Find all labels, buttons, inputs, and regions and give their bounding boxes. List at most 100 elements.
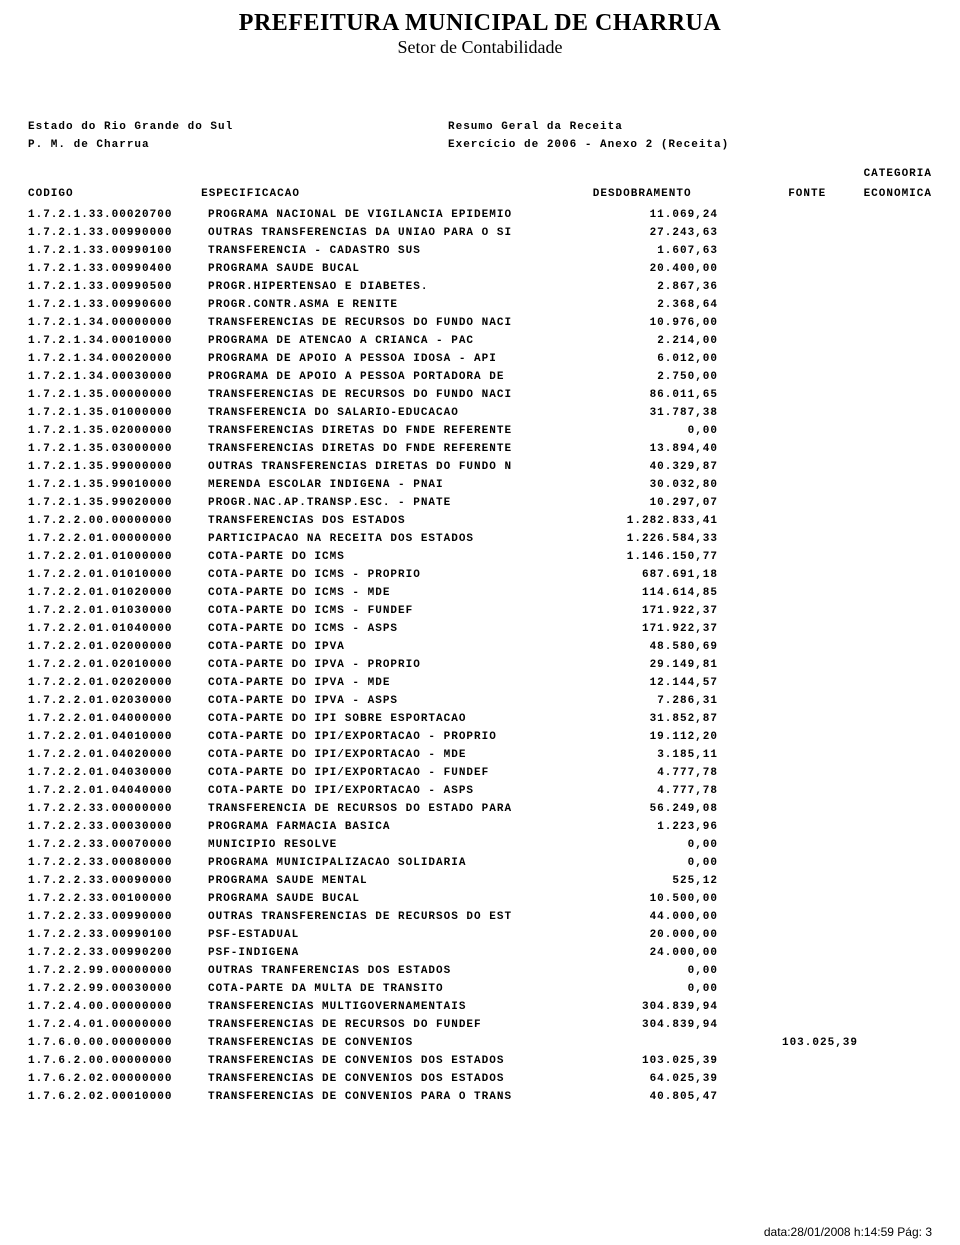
cell-fonte xyxy=(718,836,858,854)
cell-codigo: 1.7.2.1.34.00000000 xyxy=(28,314,208,332)
table-row: 1.7.6.2.02.00000000TRANSFERENCIAS DE CON… xyxy=(28,1070,932,1088)
meta-entity: P. M. de Charrua xyxy=(28,136,448,154)
cell-fonte xyxy=(718,314,858,332)
cell-desdobramento: 3.185,11 xyxy=(588,746,718,764)
cell-fonte xyxy=(718,998,858,1016)
data-rows: 1.7.2.1.33.00020700PROGRAMA NACIONAL DE … xyxy=(28,206,932,1106)
table-row: 1.7.2.1.35.00000000TRANSFERENCIAS DE REC… xyxy=(28,386,932,404)
cell-espec: TRANSFERENCIA DE RECURSOS DO ESTADO PARA xyxy=(208,800,588,818)
table-row: 1.7.2.1.33.00990600PROGR.CONTR.ASMA E RE… xyxy=(28,296,932,314)
table-row: 1.7.2.2.01.04020000COTA-PARTE DO IPI/EXP… xyxy=(28,746,932,764)
cell-desdobramento: 4.777,78 xyxy=(588,764,718,782)
cell-fonte xyxy=(718,872,858,890)
cell-espec: COTA-PARTE DO IPVA xyxy=(208,638,588,656)
cell-codigo: 1.7.2.1.34.00010000 xyxy=(28,332,208,350)
cell-fonte xyxy=(718,512,858,530)
cell-codigo: 1.7.2.2.01.04010000 xyxy=(28,728,208,746)
cell-fonte xyxy=(718,962,858,980)
cell-fonte xyxy=(718,674,858,692)
cell-codigo: 1.7.2.2.01.04040000 xyxy=(28,782,208,800)
cell-espec: TRANSFERENCIAS DIRETAS DO FNDE REFERENTE xyxy=(208,440,588,458)
header-title: PREFEITURA MUNICIPAL DE CHARRUA xyxy=(28,10,932,37)
cell-espec: PROGRAMA DE APOIO A PESSOA PORTADORA DE xyxy=(208,368,588,386)
cell-desdobramento: 29.149,81 xyxy=(588,656,718,674)
cell-desdobramento: 103.025,39 xyxy=(588,1052,718,1070)
table-row: 1.7.2.2.33.00000000TRANSFERENCIA DE RECU… xyxy=(28,800,932,818)
cell-codigo: 1.7.2.1.33.00990500 xyxy=(28,278,208,296)
cell-fonte xyxy=(718,458,858,476)
cell-espec: OUTRAS TRANFERENCIAS DOS ESTADOS xyxy=(208,962,588,980)
cell-desdobramento: 86.011,65 xyxy=(588,386,718,404)
cell-desdobramento: 7.286,31 xyxy=(588,692,718,710)
cell-codigo: 1.7.2.1.34.00020000 xyxy=(28,350,208,368)
cell-fonte xyxy=(718,296,858,314)
cell-fonte xyxy=(718,782,858,800)
cell-codigo: 1.7.2.1.35.03000000 xyxy=(28,440,208,458)
cell-codigo: 1.7.2.2.01.01040000 xyxy=(28,620,208,638)
cell-codigo: 1.7.2.1.35.99000000 xyxy=(28,458,208,476)
cell-espec: PROGRAMA DE ATENCAO A CRIANCA - PAC xyxy=(208,332,588,350)
table-row: 1.7.2.2.01.04040000COTA-PARTE DO IPI/EXP… xyxy=(28,782,932,800)
cell-desdobramento: 27.243,63 xyxy=(588,224,718,242)
cell-espec: OUTRAS TRANSFERENCIAS DE RECURSOS DO EST xyxy=(208,908,588,926)
table-row: 1.7.2.2.33.00030000PROGRAMA FARMACIA BAS… xyxy=(28,818,932,836)
table-row: 1.7.2.2.01.02010000COTA-PARTE DO IPVA - … xyxy=(28,656,932,674)
cell-fonte xyxy=(718,530,858,548)
cell-desdobramento: 40.329,87 xyxy=(588,458,718,476)
cell-espec: COTA-PARTE DO IPI/EXPORTACAO - ASPS xyxy=(208,782,588,800)
cell-fonte xyxy=(718,278,858,296)
table-row: 1.7.6.0.00.00000000TRANSFERENCIAS DE CON… xyxy=(28,1034,932,1052)
table-row: 1.7.2.1.34.00010000PROGRAMA DE ATENCAO A… xyxy=(28,332,932,350)
cell-codigo: 1.7.2.4.00.00000000 xyxy=(28,998,208,1016)
table-row: 1.7.2.2.01.04030000COTA-PARTE DO IPI/EXP… xyxy=(28,764,932,782)
cell-codigo: 1.7.2.2.33.00030000 xyxy=(28,818,208,836)
cell-fonte xyxy=(718,386,858,404)
cell-codigo: 1.7.2.2.01.04020000 xyxy=(28,746,208,764)
cell-codigo: 1.7.2.2.99.00030000 xyxy=(28,980,208,998)
table-row: 1.7.2.2.01.02030000COTA-PARTE DO IPVA - … xyxy=(28,692,932,710)
cell-fonte xyxy=(718,242,858,260)
cell-desdobramento: 40.805,47 xyxy=(588,1088,718,1106)
cell-fonte xyxy=(718,566,858,584)
cell-desdobramento: 0,00 xyxy=(588,854,718,872)
table-row: 1.7.2.1.35.99000000OUTRAS TRANSFERENCIAS… xyxy=(28,458,932,476)
cell-espec: COTA-PARTE DO ICMS - MDE xyxy=(208,584,588,602)
column-header-top: CATEGORIA xyxy=(28,166,932,182)
cell-codigo: 1.7.2.2.33.00000000 xyxy=(28,800,208,818)
table-row: 1.7.2.1.34.00030000PROGRAMA DE APOIO A P… xyxy=(28,368,932,386)
cell-espec: TRANSFERENCIAS DE RECURSOS DO FUNDO NACI xyxy=(208,314,588,332)
cell-desdobramento: 1.146.150,77 xyxy=(588,548,718,566)
cell-espec: COTA-PARTE DO ICMS - ASPS xyxy=(208,620,588,638)
cell-codigo: 1.7.2.4.01.00000000 xyxy=(28,1016,208,1034)
table-row: 1.7.6.2.02.00010000TRANSFERENCIAS DE CON… xyxy=(28,1088,932,1106)
cell-fonte xyxy=(718,1070,858,1088)
cell-desdobramento: 10.297,07 xyxy=(588,494,718,512)
cell-codigo: 1.7.2.1.33.00990400 xyxy=(28,260,208,278)
cell-espec: COTA-PARTE DO ICMS - PROPRIO xyxy=(208,566,588,584)
cell-espec: COTA-PARTE DA MULTA DE TRANSITO xyxy=(208,980,588,998)
cell-codigo: 1.7.2.2.33.00080000 xyxy=(28,854,208,872)
cell-codigo: 1.7.2.1.35.99020000 xyxy=(28,494,208,512)
cell-fonte xyxy=(718,440,858,458)
cell-desdobramento: 2.750,00 xyxy=(588,368,718,386)
cell-fonte xyxy=(718,620,858,638)
cell-fonte xyxy=(718,422,858,440)
meta-block: Estado do Rio Grande do Sul Resumo Geral… xyxy=(28,118,932,154)
cell-fonte xyxy=(718,494,858,512)
table-row: 1.7.2.2.01.02000000COTA-PARTE DO IPVA48.… xyxy=(28,638,932,656)
cell-codigo: 1.7.2.2.33.00100000 xyxy=(28,890,208,908)
cell-desdobramento: 19.112,20 xyxy=(588,728,718,746)
cell-desdobramento: 0,00 xyxy=(588,980,718,998)
cell-codigo: 1.7.2.1.35.02000000 xyxy=(28,422,208,440)
cell-codigo: 1.7.2.2.33.00990100 xyxy=(28,926,208,944)
table-row: 1.7.2.1.33.00020700PROGRAMA NACIONAL DE … xyxy=(28,206,932,224)
cell-fonte xyxy=(718,1016,858,1034)
header-subtitle: Setor de Contabilidade xyxy=(28,37,932,58)
cell-desdobramento: 20.400,00 xyxy=(588,260,718,278)
cell-desdobramento: 48.580,69 xyxy=(588,638,718,656)
cell-codigo: 1.7.2.2.01.00000000 xyxy=(28,530,208,548)
cell-desdobramento: 687.691,18 xyxy=(588,566,718,584)
table-row: 1.7.2.2.01.01040000COTA-PARTE DO ICMS - … xyxy=(28,620,932,638)
cell-espec: PROGRAMA NACIONAL DE VIGILANCIA EPIDEMIO xyxy=(208,206,588,224)
table-row: 1.7.2.2.01.01000000COTA-PARTE DO ICMS1.1… xyxy=(28,548,932,566)
